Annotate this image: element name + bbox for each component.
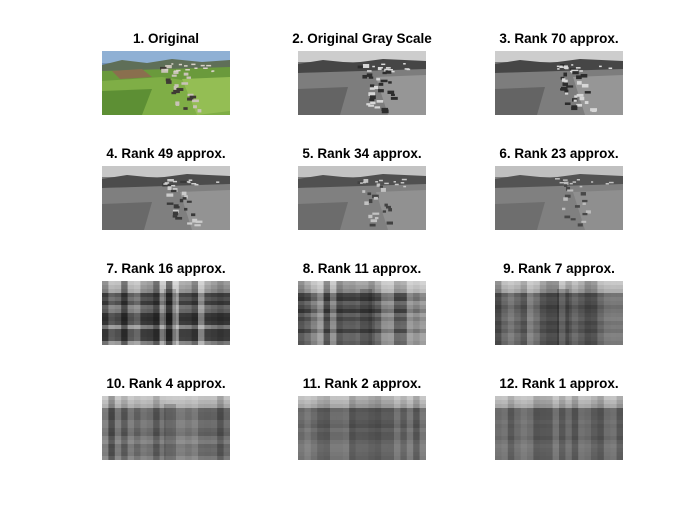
grayscale-image — [495, 166, 623, 230]
grayscale-image — [298, 51, 426, 115]
grayscale-image — [298, 396, 426, 460]
panel-title: 7. Rank 16 approx. — [106, 261, 226, 276]
grayscale-image — [102, 396, 230, 460]
grayscale-image — [495, 281, 623, 345]
panel-title: 1. Original — [132, 31, 200, 46]
panel-title: 12. Rank 1 approx. — [499, 376, 619, 391]
grayscale-image — [495, 51, 623, 115]
panel-title: 9. Rank 7 approx. — [503, 261, 615, 276]
panel-title: 8. Rank 11 approx. — [302, 261, 422, 276]
panel-title: 6. Rank 23 approx. — [499, 146, 619, 161]
grayscale-image — [298, 166, 426, 230]
panel-title: 3. Rank 70 approx. — [499, 31, 619, 46]
grayscale-image — [102, 281, 230, 345]
panel-title: 5. Rank 34 approx. — [302, 146, 422, 161]
grayscale-image — [102, 166, 230, 230]
panel-title: 4. Rank 49 approx. — [106, 146, 226, 161]
grayscale-image — [298, 281, 426, 345]
panel-title: 10. Rank 4 approx. — [106, 376, 226, 391]
grayscale-image — [495, 396, 623, 460]
panel-title: 2. Original Gray Scale — [292, 31, 432, 46]
panel-title: 11. Rank 2 approx. — [302, 376, 422, 391]
original-color-image — [102, 51, 230, 115]
